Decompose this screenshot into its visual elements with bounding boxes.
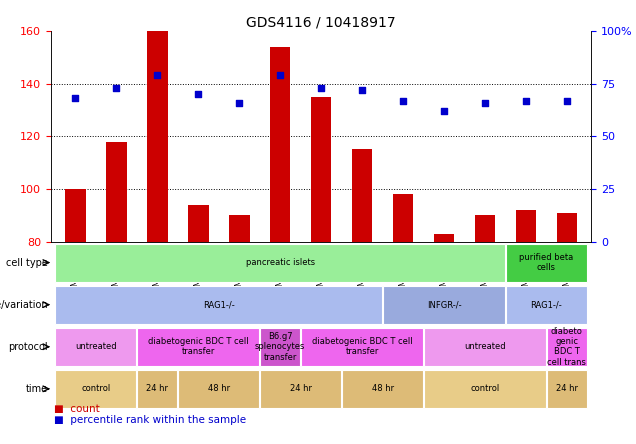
Text: control: control: [81, 385, 111, 393]
Point: [193, 91, 204, 98]
Bar: [434, 234, 454, 242]
Text: RAG1-/-: RAG1-/-: [203, 300, 235, 309]
Bar: [547, 370, 587, 408]
Point: [316, 84, 326, 91]
Bar: [342, 370, 423, 408]
Bar: [188, 205, 209, 242]
Point: [439, 107, 449, 115]
Text: B6.g7
splenocytes
transfer: B6.g7 splenocytes transfer: [255, 332, 305, 361]
Text: RAG1-/-: RAG1-/-: [530, 300, 562, 309]
Bar: [556, 213, 577, 242]
Title: GDS4116 / 10418917: GDS4116 / 10418917: [246, 16, 396, 30]
Point: [357, 87, 367, 94]
Bar: [301, 328, 423, 366]
Text: purified beta
cells: purified beta cells: [520, 253, 574, 272]
Point: [562, 97, 572, 104]
Bar: [137, 328, 259, 366]
Text: diabeto
genic
BDC T
cell trans: diabeto genic BDC T cell trans: [548, 327, 586, 367]
Text: untreated: untreated: [464, 342, 506, 351]
Bar: [55, 285, 382, 324]
Text: ■  percentile rank within the sample: ■ percentile rank within the sample: [54, 415, 246, 424]
Bar: [270, 47, 291, 242]
Text: INFGR-/-: INFGR-/-: [427, 300, 461, 309]
Bar: [55, 328, 137, 366]
Text: control: control: [471, 385, 500, 393]
Point: [480, 99, 490, 106]
Bar: [55, 370, 137, 408]
Bar: [383, 285, 505, 324]
Bar: [55, 244, 505, 281]
Text: time: time: [25, 384, 48, 394]
Bar: [506, 285, 587, 324]
Text: 24 hr: 24 hr: [290, 385, 312, 393]
Text: 48 hr: 48 hr: [208, 385, 230, 393]
Bar: [137, 370, 177, 408]
Text: pancreatic islets: pancreatic islets: [245, 258, 315, 267]
Bar: [424, 328, 546, 366]
Point: [71, 95, 81, 102]
Text: 24 hr: 24 hr: [146, 385, 169, 393]
Text: ■  count: ■ count: [54, 404, 100, 414]
Bar: [474, 215, 495, 242]
Point: [111, 84, 121, 91]
Bar: [393, 194, 413, 242]
Bar: [516, 210, 536, 242]
Bar: [547, 328, 587, 366]
Bar: [424, 370, 546, 408]
Bar: [311, 97, 331, 242]
Bar: [260, 370, 342, 408]
Point: [234, 99, 244, 106]
Point: [521, 97, 531, 104]
Bar: [106, 142, 127, 242]
Bar: [178, 370, 259, 408]
Bar: [506, 244, 587, 281]
Text: diabetogenic BDC T cell
transfer: diabetogenic BDC T cell transfer: [312, 337, 413, 357]
Text: 24 hr: 24 hr: [556, 385, 578, 393]
Bar: [352, 150, 372, 242]
Bar: [66, 189, 86, 242]
Text: genotype/variation: genotype/variation: [0, 300, 48, 309]
Text: untreated: untreated: [75, 342, 117, 351]
Bar: [229, 215, 249, 242]
Bar: [147, 31, 168, 242]
Point: [152, 72, 162, 79]
Bar: [260, 328, 300, 366]
Point: [398, 97, 408, 104]
Text: diabetogenic BDC T cell
transfer: diabetogenic BDC T cell transfer: [148, 337, 249, 357]
Point: [275, 72, 286, 79]
Text: cell type: cell type: [6, 258, 48, 268]
Text: 48 hr: 48 hr: [371, 385, 394, 393]
Text: protocol: protocol: [8, 342, 48, 352]
